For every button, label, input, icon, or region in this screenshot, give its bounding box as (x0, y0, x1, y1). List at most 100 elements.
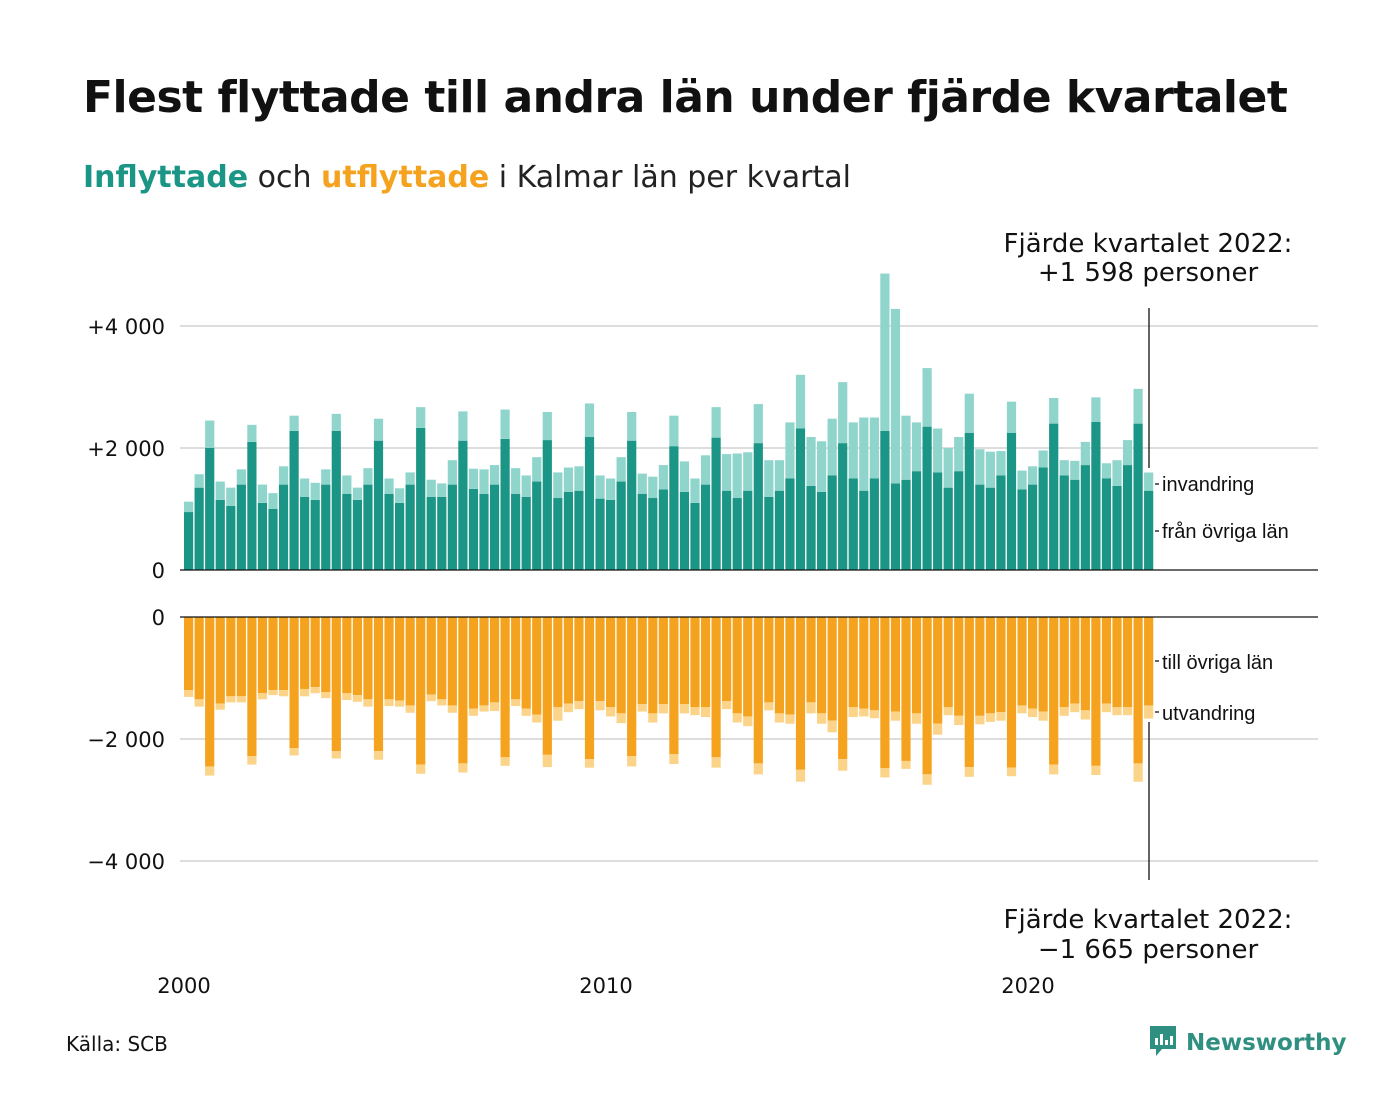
bar-till-ovriga-lan-76 (985, 617, 995, 714)
bar-invandring-8 (268, 493, 278, 509)
bar-fran-ovriga-lan-16 (352, 499, 362, 570)
bar-invandring-77 (996, 451, 1006, 476)
bar-utvandring-75 (975, 715, 985, 725)
bar-invandring-52 (732, 453, 742, 499)
bar-invandring-59 (806, 437, 816, 486)
bar-till-ovriga-lan-47 (679, 617, 690, 705)
bar-utvandring-71 (933, 723, 943, 735)
bar-invandring-63 (848, 422, 858, 479)
bar-fran-ovriga-lan-23 (426, 496, 436, 570)
bar-invandring-7 (257, 484, 268, 503)
bar-invandring-38 (584, 403, 595, 438)
x-tick-label-0: 2000 (157, 974, 210, 998)
bar-utvandring-46 (669, 754, 679, 765)
bar-fran-ovriga-lan-9 (278, 484, 289, 570)
bar-till-ovriga-lan-10 (289, 617, 299, 749)
bar-till-ovriga-lan-12 (310, 617, 320, 688)
bar-utvandring-78 (1006, 767, 1017, 777)
bar-utvandring-23 (426, 694, 436, 702)
bar-invandring-0 (184, 501, 194, 513)
bar-till-ovriga-lan-27 (468, 617, 479, 709)
bar-invandring-49 (700, 455, 711, 485)
bar-invandring-15 (342, 475, 352, 494)
bar-invandring-73 (954, 437, 964, 472)
bar-till-ovriga-lan-78 (1006, 617, 1017, 768)
bar-utvandring-9 (278, 690, 289, 697)
bar-invandring-86 (1091, 397, 1101, 422)
bar-utvandring-67 (890, 711, 901, 721)
bar-utvandring-12 (310, 687, 320, 694)
bar-invandring-9 (278, 466, 289, 485)
bar-utvandring-64 (859, 708, 869, 717)
bar-fran-ovriga-lan-14 (331, 430, 341, 570)
bar-utvandring-63 (848, 707, 858, 718)
bar-utvandring-20 (395, 700, 405, 707)
bar-utvandring-55 (764, 702, 774, 711)
bar-fran-ovriga-lan-26 (458, 440, 468, 570)
bar-invandring-22 (416, 407, 426, 428)
bar-utvandring-61 (827, 720, 837, 733)
newsworthy-logo-icon (1148, 1024, 1178, 1062)
bar-utvandring-74 (964, 767, 974, 777)
bar-fran-ovriga-lan-0 (184, 512, 194, 570)
bar-till-ovriga-lan-30 (500, 617, 510, 758)
bar-utvandring-72 (943, 707, 953, 716)
bar-till-ovriga-lan-26 (458, 617, 468, 764)
bar-invandring-47 (679, 461, 690, 492)
y-tick-label-bottom-2: −4 000 (87, 850, 165, 874)
bar-invandring-90 (1133, 388, 1143, 424)
bar-invandring-46 (669, 415, 679, 447)
bar-till-ovriga-lan-81 (1038, 617, 1048, 712)
bar-till-ovriga-lan-45 (658, 617, 668, 705)
bar-till-ovriga-lan-34 (542, 617, 552, 755)
bar-utvandring-34 (542, 754, 552, 768)
bar-fran-ovriga-lan-36 (563, 491, 573, 570)
bar-till-ovriga-lan-49 (700, 617, 711, 708)
bar-till-ovriga-lan-33 (532, 617, 542, 715)
bar-invandring-53 (743, 452, 753, 491)
bar-utvandring-73 (954, 715, 964, 725)
bar-invandring-30 (500, 409, 510, 439)
bar-invandring-28 (479, 469, 489, 494)
bar-utvandring-28 (479, 705, 489, 712)
bar-fran-ovriga-lan-83 (1059, 475, 1069, 570)
bar-utvandring-62 (838, 759, 848, 771)
bar-invandring-76 (985, 451, 995, 488)
bar-till-ovriga-lan-66 (880, 617, 890, 769)
bar-utvandring-91 (1144, 705, 1154, 719)
bar-till-ovriga-lan-90 (1133, 617, 1143, 764)
bar-till-ovriga-lan-13 (321, 617, 331, 693)
bar-fran-ovriga-lan-33 (532, 481, 542, 570)
bar-utvandring-45 (658, 704, 668, 714)
bar-utvandring-4 (226, 696, 236, 703)
bar-fran-ovriga-lan-78 (1006, 432, 1017, 570)
bar-utvandring-81 (1038, 711, 1048, 721)
bar-till-ovriga-lan-65 (869, 617, 879, 711)
bar-invandring-41 (616, 457, 626, 482)
bar-invandring-67 (890, 308, 901, 484)
bar-utvandring-44 (648, 713, 658, 723)
bar-till-ovriga-lan-60 (817, 617, 827, 714)
bar-till-ovriga-lan-42 (627, 617, 637, 757)
bar-fran-ovriga-lan-72 (943, 487, 953, 570)
bar-till-ovriga-lan-61 (827, 617, 837, 721)
bar-fran-ovriga-lan-37 (574, 490, 584, 570)
bar-invandring-58 (795, 374, 806, 429)
bar-fran-ovriga-lan-85 (1080, 465, 1090, 570)
brand-logo[interactable]: Newsworthy (1148, 1024, 1347, 1062)
bar-invandring-44 (648, 476, 658, 499)
bar-fran-ovriga-lan-64 (859, 490, 869, 570)
bar-fran-ovriga-lan-32 (521, 496, 531, 570)
bar-invandring-45 (658, 465, 668, 490)
bar-till-ovriga-lan-6 (247, 617, 257, 757)
bar-fran-ovriga-lan-41 (616, 481, 626, 570)
bar-utvandring-90 (1133, 763, 1143, 782)
x-tick-label-2: 2020 (1001, 974, 1054, 998)
bar-till-ovriga-lan-68 (901, 617, 911, 761)
bar-fran-ovriga-lan-70 (922, 426, 932, 570)
bar-fran-ovriga-lan-4 (226, 505, 236, 570)
bar-fran-ovriga-lan-71 (933, 472, 943, 570)
bar-till-ovriga-lan-88 (1112, 617, 1122, 708)
bar-till-ovriga-lan-29 (489, 617, 500, 703)
bar-invandring-43 (637, 473, 647, 494)
